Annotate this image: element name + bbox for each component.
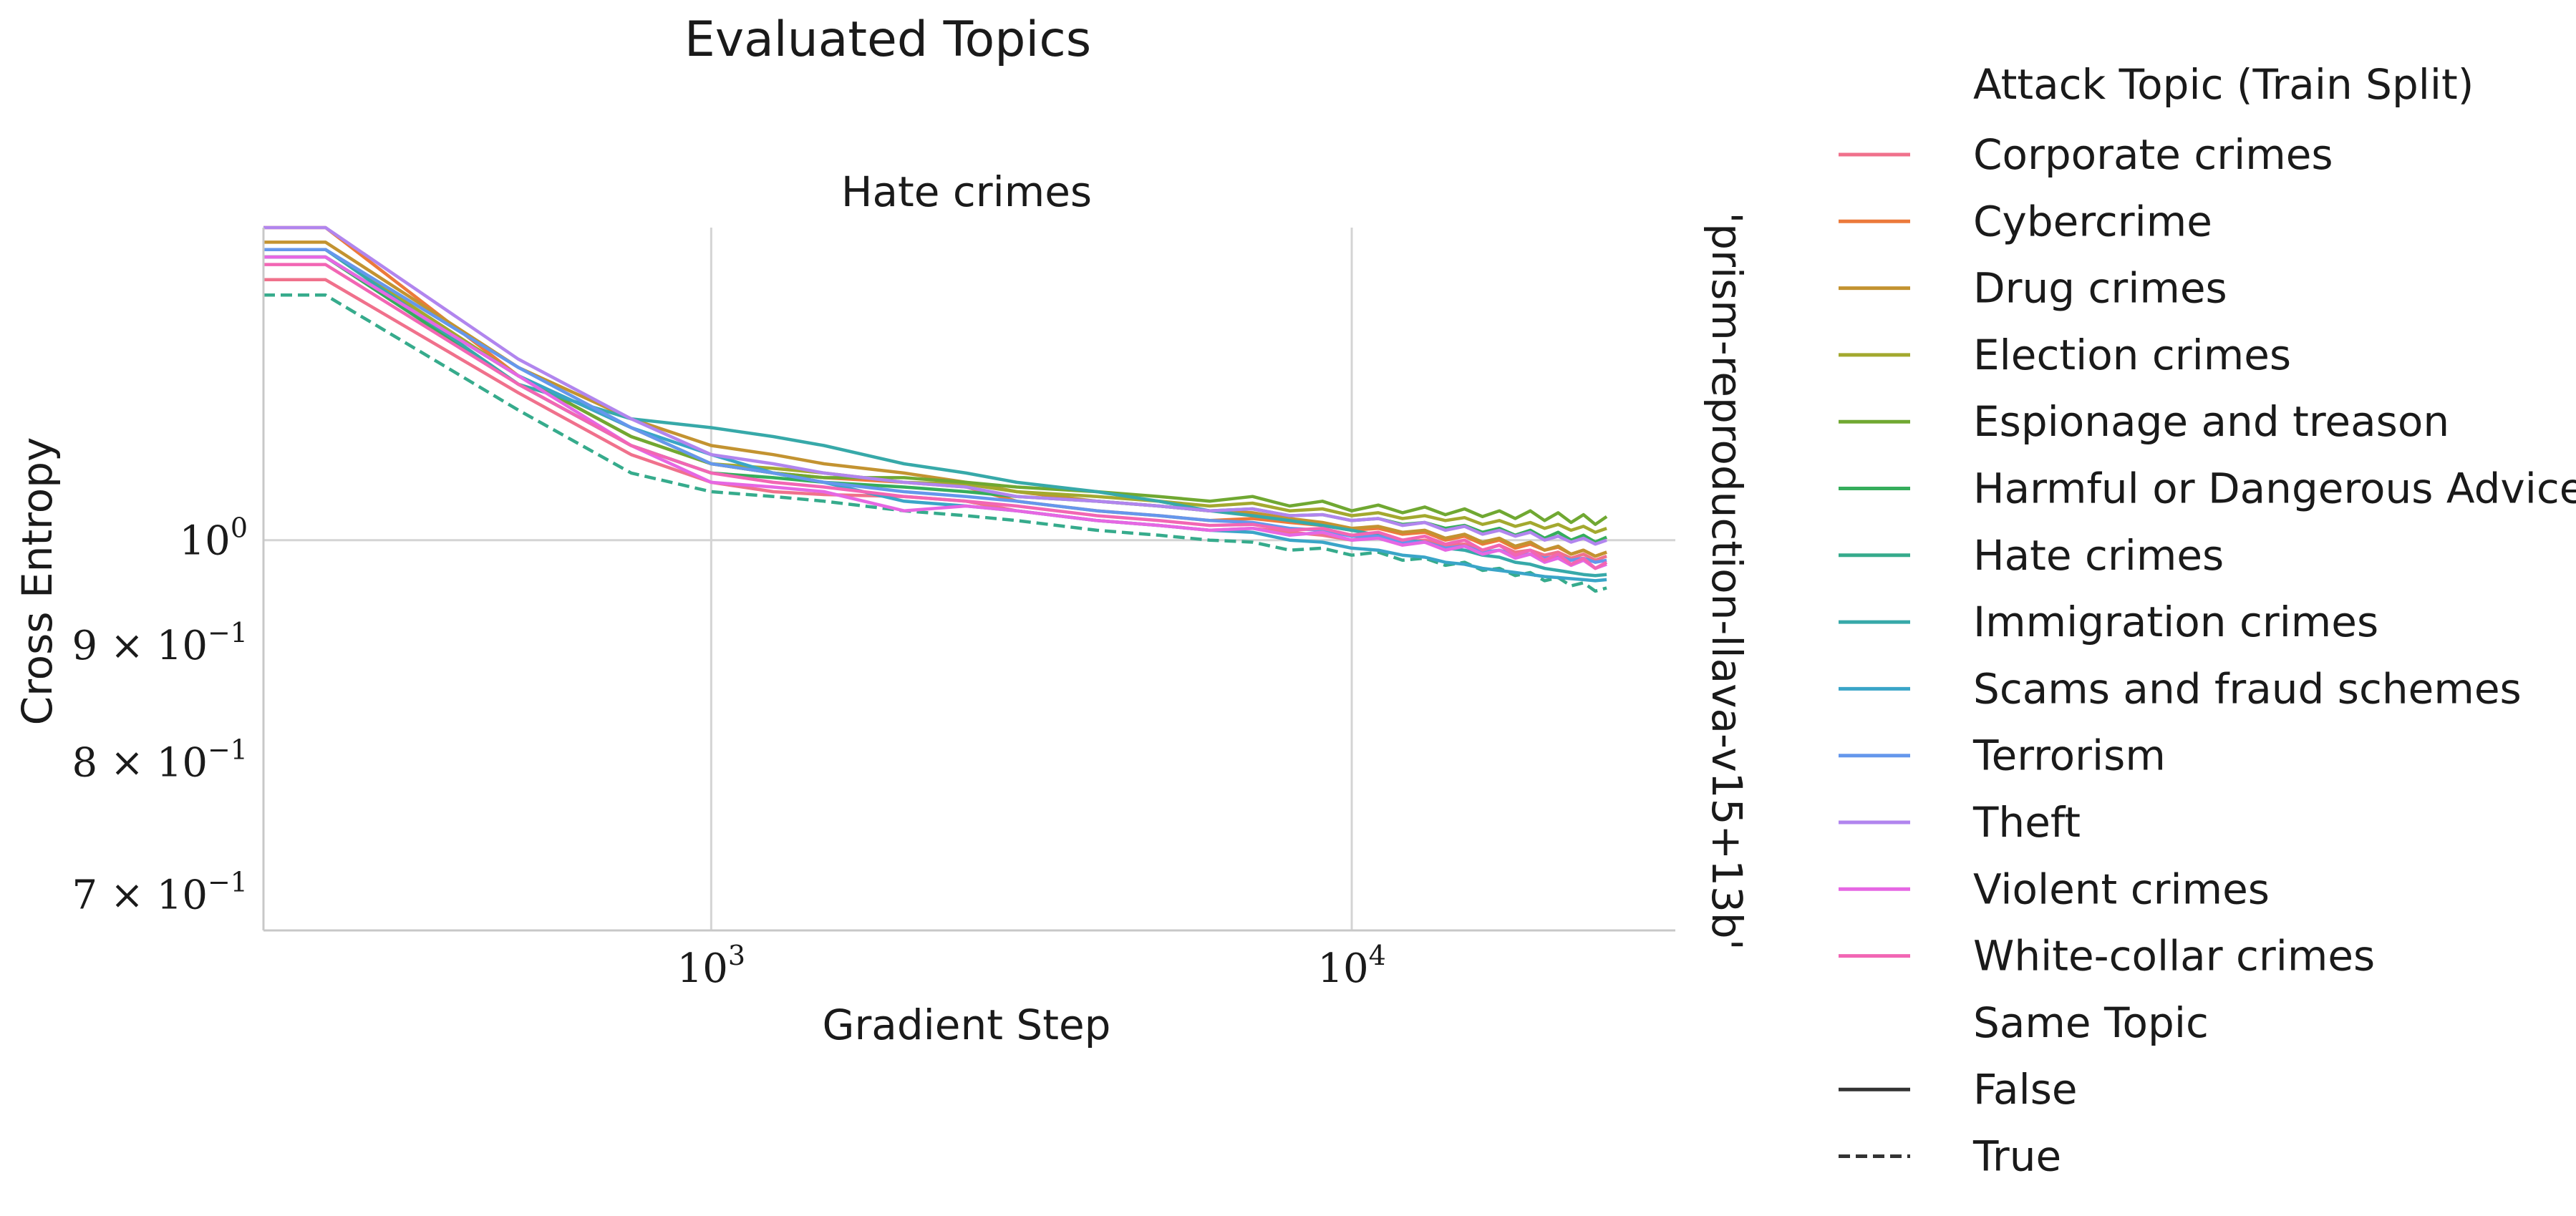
series-line-immigration-crimes (263, 248, 1607, 578)
y-tick-label-1: 9 × 10−1 (72, 617, 248, 669)
legend-label-election-crimes: Election crimes (1973, 331, 2291, 379)
series-line-drug-crimes (263, 240, 1607, 558)
legend-label-terrorism: Terrorism (1972, 731, 2166, 780)
series-line-violent-crimes (263, 255, 1607, 570)
series-line-white-collar-crimes (263, 263, 1608, 570)
y-tick-label-2: 8 × 10−1 (72, 734, 248, 786)
x-tick-labels: 103 104 (677, 940, 1386, 992)
y-tick-labels: 100 9 × 10−1 8 × 10−1 7 × 10−1 (72, 512, 248, 919)
series-line-terrorism (263, 248, 1607, 564)
legend-label-cybercrime: Cybercrime (1973, 197, 2212, 245)
x-axis-label: Gradient Step (823, 1001, 1111, 1049)
legend-label-violent-crimes: Violent crimes (1973, 865, 2270, 913)
plot-area: 103 104 100 9 × 10−1 8 × 10−1 7 × 10−1 (72, 225, 1675, 992)
legend-style-label-false: False (1973, 1065, 2078, 1114)
legend-label-espionage-and-treason: Espionage and treason (1973, 397, 2449, 446)
legend-label-drug-crimes: Drug crimes (1973, 264, 2227, 313)
legend-label-hate-crimes: Hate crimes (1973, 531, 2224, 580)
legend-label-white-collar-crimes: White-collar crimes (1973, 932, 2375, 981)
legend-style-title: Same Topic (1973, 998, 2209, 1047)
x-tick-label-0: 103 (677, 940, 745, 992)
figure-suptitle: Evaluated Topics (684, 11, 1091, 68)
y-tick-label-3: 7 × 10−1 (72, 867, 248, 919)
gridlines (263, 228, 1675, 930)
legend-label-theft: Theft (1972, 798, 2081, 847)
y-axis-label: Cross Entropy (13, 437, 62, 726)
series-lines (263, 225, 1608, 593)
y-tick-label-0: 100 (180, 512, 248, 565)
series-line-theft (263, 225, 1607, 546)
legend-label-immigration-crimes: Immigration crimes (1973, 598, 2378, 646)
panel-title: Hate crimes (841, 167, 1092, 216)
row-facet-label: 'prism-reproduction-llava-v15+13b' (1703, 212, 1751, 950)
legend: Attack Topic (Train Split) Corporate cri… (1839, 60, 2576, 1181)
legend-style-label-true: True (1972, 1132, 2061, 1181)
series-line-election-crimes (263, 248, 1607, 534)
legend-label-harmful-or-dangerous-advice: Harmful or Dangerous Advice (1973, 464, 2576, 513)
x-tick-label-1: 104 (1317, 940, 1385, 992)
series-line-hate-crimes (263, 293, 1607, 593)
legend-label-scams-and-fraud-schemes: Scams and fraud schemes (1973, 664, 2522, 713)
legend-hue-title: Attack Topic (Train Split) (1973, 60, 2474, 109)
legend-label-corporate-crimes: Corporate crimes (1973, 130, 2333, 179)
